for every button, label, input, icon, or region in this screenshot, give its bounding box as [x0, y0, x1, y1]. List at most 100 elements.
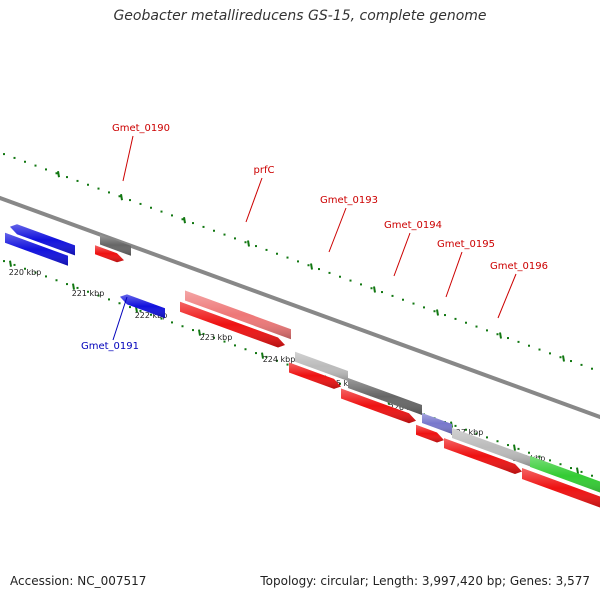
tick-dot [160, 317, 163, 320]
gene-label-leader [245, 177, 263, 223]
backbone-line [0, 195, 600, 420]
tick-dot [139, 202, 142, 205]
tick-label: 225 kbp [326, 379, 359, 388]
tick-dot [234, 344, 236, 347]
tick-dot [381, 291, 383, 294]
tick-dot [538, 455, 541, 458]
tick-dot [454, 317, 457, 320]
tick-dot [580, 470, 583, 473]
feature-tracks [5, 224, 600, 508]
tick-dot [150, 206, 152, 209]
tick-dot [255, 245, 257, 248]
tick-dot [559, 463, 562, 466]
cds-reverse-shading [5, 232, 68, 266]
tick-dot [549, 459, 551, 462]
tick-dot [507, 444, 509, 447]
tick-marks: 220 kbp 221 kbp 222 kbp 223 kbp 224 kbp 225 k… [3, 153, 593, 477]
major-tick [120, 194, 123, 201]
tick-dot [223, 233, 226, 236]
tick-dot [202, 332, 205, 335]
tick-label: 220 kbp [9, 268, 42, 277]
tick-dot [13, 156, 16, 159]
tick-label: 224 kbp [263, 355, 296, 364]
genome-stats-text: Topology: circular; Length: 3,997,420 bp… [260, 574, 590, 588]
tick-dot [559, 356, 562, 359]
gene-label-gmet-0195[interactable]: Gmet_0195 [437, 239, 495, 250]
tick-dot [591, 474, 593, 477]
major-tick [72, 283, 75, 290]
tick-dot [13, 263, 16, 266]
tick-dot [444, 314, 446, 317]
tick-dot [108, 191, 110, 194]
gene-label-leader [393, 232, 411, 277]
accession-text: Accession: NC_007517 [10, 574, 147, 588]
gene-label-gmet-0190[interactable]: Gmet_0190 [112, 123, 170, 134]
tick-dot [423, 306, 425, 309]
tick-dot [475, 325, 478, 328]
gene-label-leader [497, 273, 517, 319]
tick-dot [3, 260, 5, 263]
cds-next-shading [522, 468, 600, 508]
gene-label-prfc[interactable]: prfC [254, 165, 275, 176]
tick-dot [339, 382, 341, 385]
tick-dot [286, 256, 289, 259]
major-tick [198, 329, 201, 336]
cds-gmet-0194-shading [341, 388, 416, 424]
cds-prfc-shading [180, 301, 285, 348]
cds-gmet-0190-shading [95, 245, 124, 263]
feature-gmet-0194-shading [348, 378, 422, 415]
tick-dot [129, 199, 131, 202]
gene-label-gmet-0191[interactable]: Gmet_0191 [81, 341, 139, 352]
gene-label-gmet-0194[interactable]: Gmet_0194 [384, 220, 442, 231]
map-title: Geobacter metallireducens GS-15, complet… [113, 8, 487, 24]
tick-dot [276, 252, 278, 255]
tick-dot [171, 321, 173, 324]
tick-dot [318, 268, 320, 271]
tick-dot [339, 275, 341, 278]
feature-gmet-0196-shading [452, 428, 530, 467]
tick-dot [297, 260, 299, 263]
tick-dot [129, 306, 131, 309]
major-tick [261, 352, 264, 359]
tick-dot [528, 344, 530, 347]
major-tick [373, 286, 376, 293]
tick-dot [87, 290, 89, 293]
tick-label: 221 kbp [72, 289, 105, 298]
tick-dot [118, 195, 121, 198]
tick-dot [171, 214, 173, 217]
tick-dot [66, 176, 68, 179]
gene-label-leader [112, 296, 128, 341]
tick-dot [192, 329, 194, 332]
gene-labels: Gmet_0190 prfC Gmet_0193 Gmet_0194 Gmet_0195… [81, 123, 548, 352]
tick-dot [286, 363, 289, 366]
tick-dot [76, 286, 79, 289]
major-tick [499, 332, 502, 339]
feature-gmet-0190-shading [100, 234, 131, 256]
major-tick [562, 355, 565, 362]
major-tick [247, 240, 250, 247]
tick-dot [580, 363, 583, 366]
tick-dot [360, 283, 362, 286]
gene-label-gmet-0196[interactable]: Gmet_0196 [490, 261, 548, 272]
major-tick [436, 309, 439, 316]
feature-gmet-0193-shading [295, 351, 348, 381]
tick-dot [591, 367, 593, 370]
tick-dot [181, 218, 184, 221]
tick-dot [234, 237, 236, 240]
cds-gmet-0195-shading [416, 424, 444, 443]
gene-label-leader [122, 135, 134, 182]
tick-dot [570, 360, 572, 363]
tick-dot [486, 329, 488, 332]
major-tick [310, 263, 313, 270]
cds-gmet-0193-shading [289, 362, 341, 389]
gene-label-gmet-0193[interactable]: Gmet_0193 [320, 195, 378, 206]
gene-label-leader [328, 207, 347, 253]
tick-dot [181, 325, 184, 328]
major-tick [513, 444, 516, 451]
tick-dot [76, 179, 79, 182]
feature-gmet-0195-shading [422, 413, 452, 434]
tick-dot [150, 313, 152, 316]
major-tick [57, 171, 60, 178]
